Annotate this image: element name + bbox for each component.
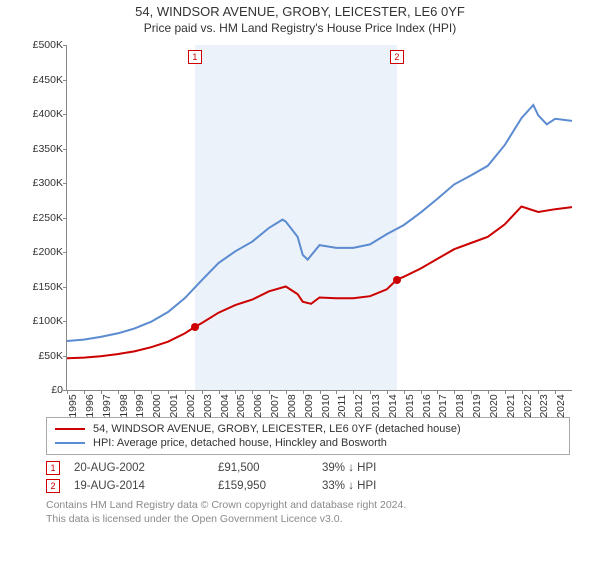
sale-marker-1-icon: 1 xyxy=(46,461,60,475)
x-axis-label: 2018 xyxy=(454,394,466,417)
legend-label-hpi: HPI: Average price, detached house, Hinc… xyxy=(93,437,387,449)
x-axis-label: 2009 xyxy=(303,394,315,417)
x-axis-label: 2007 xyxy=(269,394,281,417)
series-property xyxy=(67,207,572,359)
y-axis-label: £100K xyxy=(33,315,63,327)
legend-swatch-property xyxy=(55,428,85,430)
sale-1-diff: 39% ↓ HPI xyxy=(322,462,412,474)
sales-table: 1 20-AUG-2002 £91,500 39% ↓ HPI 2 19-AUG… xyxy=(46,459,570,495)
x-axis-label: 1995 xyxy=(67,394,79,417)
sale-marker-box-2: 2 xyxy=(390,50,404,64)
x-axis-label: 1998 xyxy=(118,394,130,417)
sales-row-2: 2 19-AUG-2014 £159,950 33% ↓ HPI xyxy=(46,477,570,495)
y-axis-label: £450K xyxy=(33,74,63,86)
y-axis-label: £50K xyxy=(38,350,63,362)
x-axis-label: 2011 xyxy=(336,395,348,418)
y-tick xyxy=(63,183,67,184)
legend-label-property: 54, WINDSOR AVENUE, GROBY, LEICESTER, LE… xyxy=(93,423,461,435)
y-axis-label: £500K xyxy=(33,39,63,51)
y-axis-label: £300K xyxy=(33,177,63,189)
x-axis-label: 2019 xyxy=(471,394,483,417)
x-axis-label: 2012 xyxy=(353,394,365,417)
x-axis-label: 1997 xyxy=(101,394,113,417)
sales-row-1: 1 20-AUG-2002 £91,500 39% ↓ HPI xyxy=(46,459,570,477)
y-axis-label: £150K xyxy=(33,281,63,293)
chart-footer: Contains HM Land Registry data © Crown c… xyxy=(46,499,570,526)
x-axis-label: 2005 xyxy=(235,394,247,417)
sale-marker-dot-1 xyxy=(191,323,199,331)
x-axis-label: 2004 xyxy=(219,394,231,417)
sale-1-price: £91,500 xyxy=(218,462,308,474)
y-tick xyxy=(63,80,67,81)
chart-svg xyxy=(67,45,572,390)
x-axis-label: 2010 xyxy=(320,394,332,417)
x-axis-label: 2006 xyxy=(252,394,264,417)
chart-plot-area: £0£50K£100K£150K£200K£250K£300K£350K£400… xyxy=(66,45,572,391)
sale-2-diff: 33% ↓ HPI xyxy=(322,480,412,492)
y-tick xyxy=(63,149,67,150)
sale-2-date: 19-AUG-2014 xyxy=(74,480,204,492)
x-axis-label: 2021 xyxy=(505,394,517,417)
footer-line-1: Contains HM Land Registry data © Crown c… xyxy=(46,499,570,513)
y-tick xyxy=(63,45,67,46)
y-tick xyxy=(63,218,67,219)
x-axis-label: 2023 xyxy=(538,394,550,417)
x-axis-label: 2017 xyxy=(437,394,449,417)
footer-line-2: This data is licensed under the Open Gov… xyxy=(46,513,570,527)
legend-row-property: 54, WINDSOR AVENUE, GROBY, LEICESTER, LE… xyxy=(55,422,561,436)
y-tick xyxy=(63,114,67,115)
sale-2-price: £159,950 xyxy=(218,480,308,492)
x-axis-label: 2014 xyxy=(387,394,399,417)
x-axis-label: 2015 xyxy=(404,394,416,417)
y-axis-label: £0 xyxy=(51,384,63,396)
x-axis-label: 2000 xyxy=(151,394,163,417)
x-axis-label: 2013 xyxy=(370,394,382,417)
sale-marker-box-1: 1 xyxy=(188,50,202,64)
chart-legend: 54, WINDSOR AVENUE, GROBY, LEICESTER, LE… xyxy=(46,417,570,455)
legend-swatch-hpi xyxy=(55,442,85,444)
y-tick xyxy=(63,321,67,322)
x-axis-label: 2016 xyxy=(421,394,433,417)
y-tick xyxy=(63,252,67,253)
series-hpi xyxy=(67,105,572,341)
legend-row-hpi: HPI: Average price, detached house, Hinc… xyxy=(55,436,561,450)
y-axis-label: £400K xyxy=(33,108,63,120)
x-axis-label: 1999 xyxy=(134,394,146,417)
sale-marker-2-icon: 2 xyxy=(46,479,60,493)
x-axis-label: 2008 xyxy=(286,394,298,417)
x-axis-label: 2022 xyxy=(522,394,534,417)
sale-1-date: 20-AUG-2002 xyxy=(74,462,204,474)
chart-title-subtitle: Price paid vs. HM Land Registry's House … xyxy=(0,21,600,35)
chart-container: £0 £50K £100K £150K £200K £250K £300K £350K £400… xyxy=(20,39,580,419)
y-axis-label: £250K xyxy=(33,212,63,224)
sale-marker-dot-2 xyxy=(393,276,401,284)
x-axis-label: 1996 xyxy=(84,394,96,417)
y-tick xyxy=(63,287,67,288)
y-axis-label: £200K xyxy=(33,246,63,258)
x-axis-label: 2003 xyxy=(202,394,214,417)
x-axis-label: 2002 xyxy=(185,394,197,417)
x-axis-label: 2024 xyxy=(555,394,567,417)
x-axis-label: 2020 xyxy=(488,394,500,417)
chart-title-address: 54, WINDSOR AVENUE, GROBY, LEICESTER, LE… xyxy=(0,4,600,19)
y-tick xyxy=(63,356,67,357)
y-axis-label: £350K xyxy=(33,143,63,155)
x-axis-label: 2001 xyxy=(168,394,180,417)
